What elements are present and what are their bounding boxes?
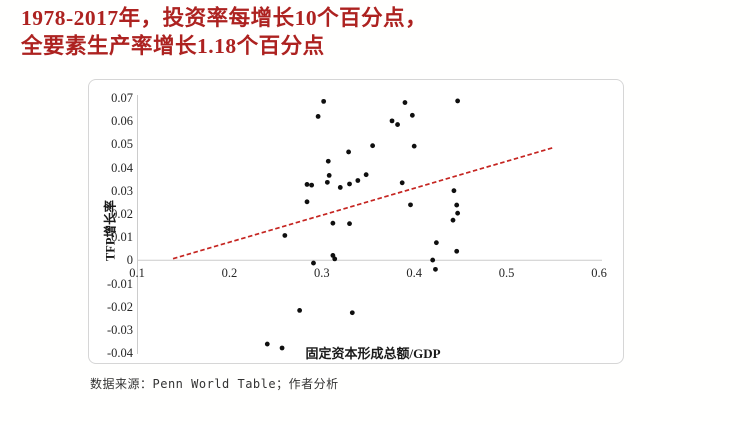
scatter-point [355,178,361,183]
scatter-point [304,199,310,205]
scatter-point [325,158,331,164]
scatter-point [363,172,369,178]
scatter-point [399,180,405,186]
scatter-point [282,233,288,238]
slide-title-line-2: 全要素生产率增长1.18个百分点 [21,34,325,58]
scatter-point [304,182,310,187]
y-tick-label: 0.04 [111,160,133,175]
scatter-point [347,221,352,227]
scatter-point [402,100,408,105]
scatter-point [337,185,343,190]
scatter-point [309,182,315,188]
scatter-point [450,217,456,223]
x-tick-label: 0.5 [498,266,515,280]
x-tick-label: 0.4 [406,266,422,280]
y-tick-label: 0.02 [111,206,133,221]
scatter-point [454,202,460,208]
scatter-point [311,260,316,266]
y-axis-title: TFP增长率 [103,199,118,262]
scatter-point [321,98,327,104]
x-tick-label: 0.1 [129,266,145,280]
scatter-point [454,248,460,254]
scatter-point [264,341,270,347]
scatter-point [433,266,438,272]
x-tick-label: 0.2 [221,266,238,280]
scatter-point [346,149,351,155]
y-tick-label: -0.03 [106,322,133,337]
y-tick-label: -0.01 [106,276,133,291]
scatter-point [324,179,330,185]
slide-title-line-1: 1978-2017年，投资率每增长10个百分点， [21,6,428,30]
scatter-point [370,143,376,149]
scatter-point [349,310,355,316]
scatter-point [326,172,332,178]
scatter-point [297,308,303,313]
y-tick-label: 0.03 [111,183,133,198]
scatter-point [433,240,439,246]
scatter-point [395,122,400,127]
scatter-point [332,256,338,262]
x-tick-label: 0.3 [313,266,330,280]
x-tick-label: 0.6 [591,266,607,280]
scatter-point [430,257,436,263]
source-note: 数据来源：Penn World Table；作者分析 [90,377,339,391]
chart-panel: 0.07 0.06 0.05 0.04 0.03 0.02 0.01 0 -0.01 -0.02 -… [88,79,624,364]
y-tick-label: -0.04 [106,346,133,361]
scatter-point [315,114,321,119]
slide-title: 1978-2017年，投资率每增长10个百分点， 全要素生产率增长1.18个百分… [21,4,427,60]
scatter-point [451,188,457,194]
y-tick-label: 0.06 [111,114,133,129]
scatter-point [408,202,413,208]
scatter-point [347,181,352,187]
y-tick-label: 0.07 [111,90,133,105]
y-tick-label: 0.01 [111,230,133,245]
scatter-point [409,112,415,118]
scatter-point [330,220,336,226]
trend-line [172,146,554,260]
scatter-point [455,98,461,104]
scatter-point [455,210,461,216]
scatter-plot [137,95,602,354]
y-tick-label: 0.05 [111,137,133,152]
scatter-point [389,118,395,124]
y-tick-label: -0.02 [106,299,133,314]
y-tick-label: 0 [126,253,133,268]
scatter-point [279,345,285,351]
x-axis-title: 固定资本形成总额/GDP [305,346,441,361]
scatter-point [411,143,417,149]
